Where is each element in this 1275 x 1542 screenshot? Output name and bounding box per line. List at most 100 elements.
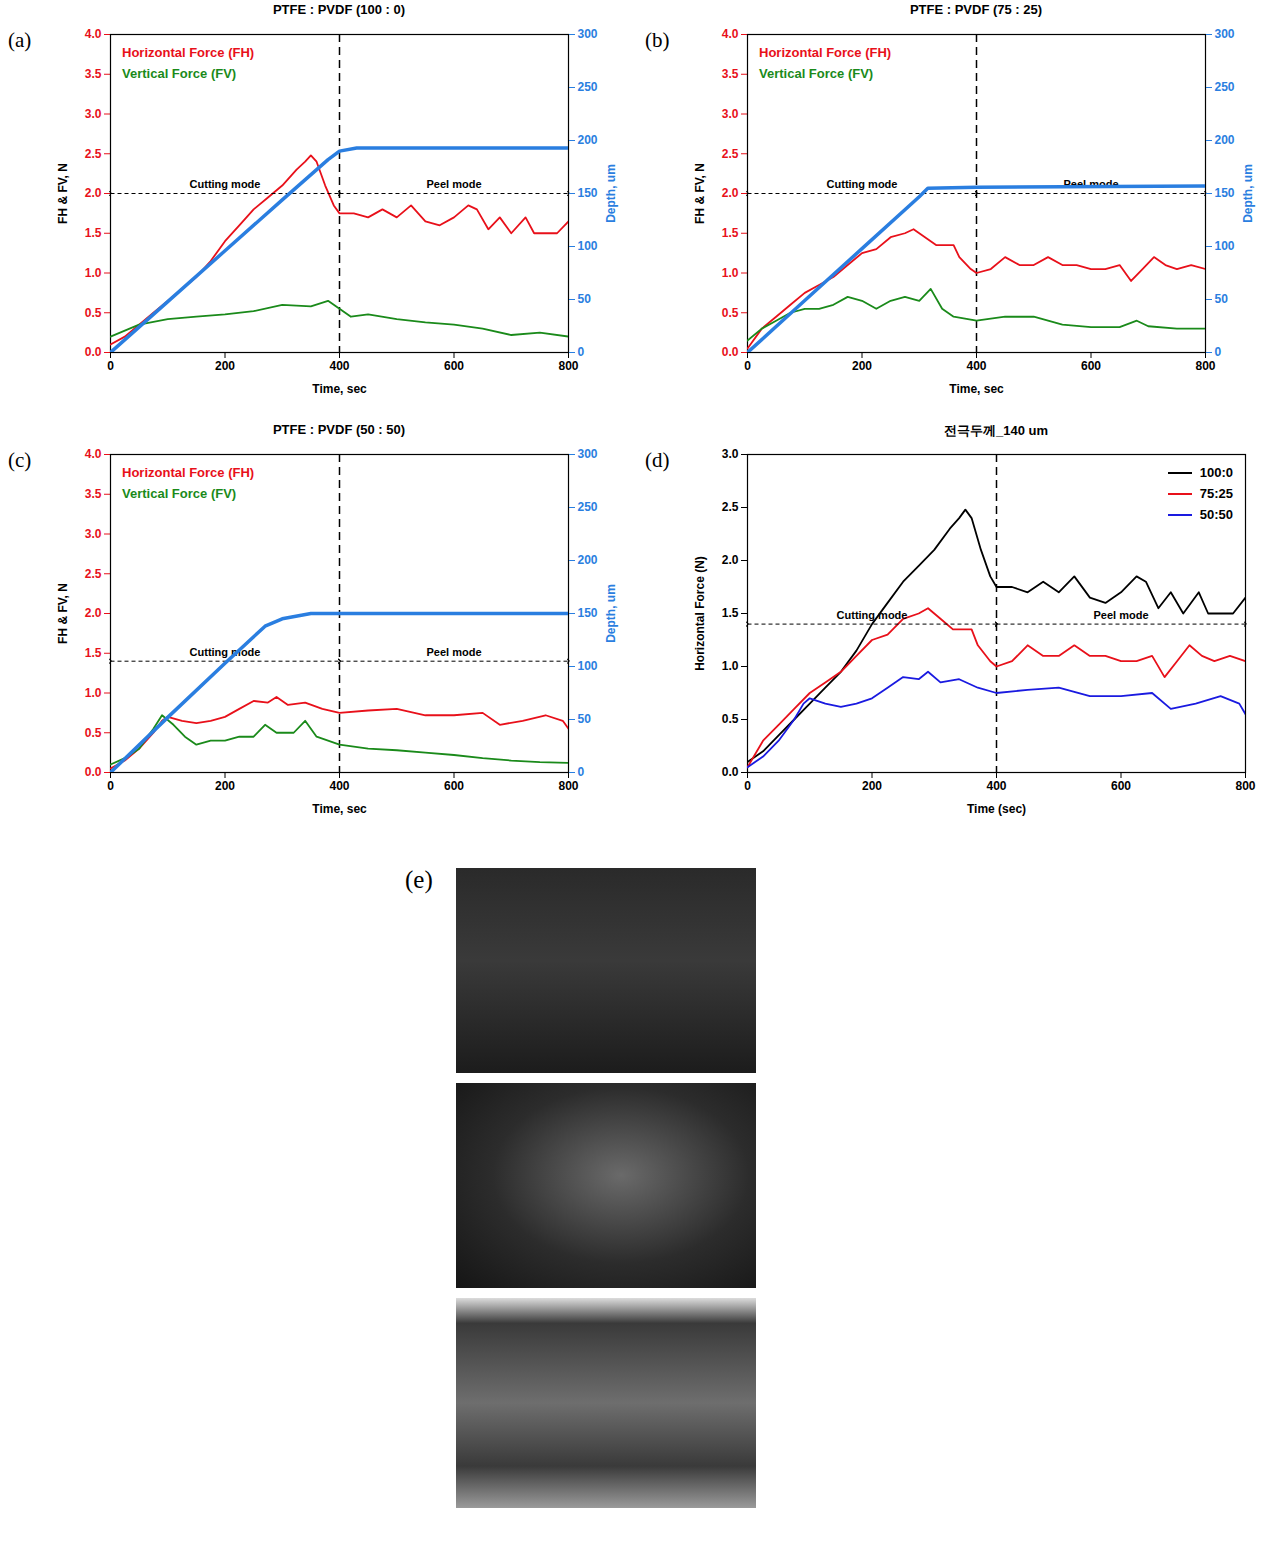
- svg-text:0.5: 0.5: [722, 306, 739, 320]
- svg-text:1.0: 1.0: [722, 266, 739, 280]
- svg-text:Peel mode: Peel mode: [1063, 178, 1118, 190]
- svg-text:0: 0: [107, 779, 114, 793]
- html-text:(b): (b): [645, 28, 670, 52]
- svg-text:0: 0: [744, 779, 751, 793]
- svg-text:2.0: 2.0: [722, 186, 739, 200]
- svg-text:1.5: 1.5: [722, 226, 739, 240]
- svg-text:0.0: 0.0: [85, 345, 102, 359]
- svg-text:800: 800: [1195, 359, 1215, 373]
- svg-text:400: 400: [329, 779, 349, 793]
- html-text:(d): (d): [645, 448, 670, 472]
- svg-text:50: 50: [578, 712, 592, 726]
- svg-text:Cutting mode: Cutting mode: [827, 178, 898, 190]
- svg-text:3.5: 3.5: [722, 67, 739, 81]
- svg-text:100: 100: [1215, 239, 1235, 253]
- svg-text:200: 200: [578, 133, 598, 147]
- svg-text:0.0: 0.0: [722, 345, 739, 359]
- svg-text:250: 250: [1215, 80, 1235, 94]
- svg-text:1.5: 1.5: [85, 646, 102, 660]
- svg-text:Time, sec: Time, sec: [312, 802, 367, 816]
- svg-text:1.5: 1.5: [722, 606, 739, 620]
- svg-text:FH & FV, N: FH & FV, N: [693, 163, 707, 224]
- svg-text:3.0: 3.0: [85, 107, 102, 121]
- svg-text:400: 400: [966, 359, 986, 373]
- svg-text:300: 300: [1215, 27, 1235, 41]
- svg-text:4.0: 4.0: [85, 447, 102, 461]
- svg-text:0.0: 0.0: [85, 765, 102, 779]
- svg-text:400: 400: [329, 359, 349, 373]
- svg-text:800: 800: [558, 359, 578, 373]
- svg-text:2.0: 2.0: [85, 606, 102, 620]
- svg-text:200: 200: [1215, 133, 1235, 147]
- svg-text:250: 250: [578, 500, 598, 514]
- svg-text:1.0: 1.0: [722, 659, 739, 673]
- svg-text:Time, sec: Time, sec: [312, 382, 367, 396]
- svg-text:150: 150: [578, 606, 598, 620]
- svg-text:4.0: 4.0: [722, 27, 739, 41]
- svg-text:3.0: 3.0: [85, 527, 102, 541]
- svg-text:Peel mode: Peel mode: [426, 178, 481, 190]
- svg-text:Peel mode: Peel mode: [1093, 609, 1148, 621]
- svg-text:150: 150: [1215, 186, 1235, 200]
- svg-text:3.0: 3.0: [722, 447, 739, 461]
- svg-text:Peel mode: Peel mode: [426, 646, 481, 658]
- svg-text:0: 0: [107, 359, 114, 373]
- svg-text:0.5: 0.5: [85, 726, 102, 740]
- svg-text:Depth, um: Depth, um: [1241, 164, 1255, 223]
- svg-text:3.0: 3.0: [722, 107, 739, 121]
- svg-text:300: 300: [578, 447, 598, 461]
- svg-text:0: 0: [578, 765, 585, 779]
- svg-text:3.5: 3.5: [85, 67, 102, 81]
- svg-text:600: 600: [444, 359, 464, 373]
- svg-text:1.0: 1.0: [85, 686, 102, 700]
- svg-text:800: 800: [1235, 779, 1255, 793]
- svg-text:1.0: 1.0: [85, 266, 102, 280]
- html-text:(a): (a): [8, 28, 32, 52]
- svg-text:Depth, um: Depth, um: [604, 164, 618, 223]
- svg-text:100: 100: [578, 659, 598, 673]
- svg-text:300: 300: [578, 27, 598, 41]
- svg-text:0: 0: [578, 345, 585, 359]
- svg-text:0: 0: [1215, 345, 1222, 359]
- svg-text:0: 0: [744, 359, 751, 373]
- svg-text:600: 600: [1081, 359, 1101, 373]
- svg-text:Cutting mode: Cutting mode: [837, 609, 908, 621]
- svg-text:200: 200: [852, 359, 872, 373]
- svg-text:250: 250: [578, 80, 598, 94]
- svg-text:2.5: 2.5: [722, 147, 739, 161]
- svg-text:50: 50: [1215, 292, 1229, 306]
- svg-text:FH & FV, N: FH & FV, N: [56, 583, 70, 644]
- svg-text:600: 600: [1111, 779, 1131, 793]
- svg-text:Depth, um: Depth, um: [604, 584, 618, 643]
- html-text:(c): (c): [8, 448, 32, 472]
- svg-text:1.5: 1.5: [85, 226, 102, 240]
- svg-text:2.5: 2.5: [85, 147, 102, 161]
- svg-text:50: 50: [578, 292, 592, 306]
- svg-text:Cutting mode: Cutting mode: [190, 646, 261, 658]
- svg-text:Time (sec): Time (sec): [967, 802, 1026, 816]
- svg-text:2.5: 2.5: [85, 567, 102, 581]
- svg-text:100: 100: [578, 239, 598, 253]
- svg-text:0.5: 0.5: [85, 306, 102, 320]
- svg-text:200: 200: [215, 359, 235, 373]
- html-text:(e): (e): [405, 866, 433, 893]
- svg-text:200: 200: [862, 779, 882, 793]
- svg-text:2.0: 2.0: [722, 553, 739, 567]
- svg-text:400: 400: [986, 779, 1006, 793]
- svg-text:4.0: 4.0: [85, 27, 102, 41]
- svg-text:Cutting mode: Cutting mode: [190, 178, 261, 190]
- svg-text:200: 200: [578, 553, 598, 567]
- svg-text:Horizontal Force (N): Horizontal Force (N): [693, 556, 707, 671]
- svg-text:FH & FV, N: FH & FV, N: [56, 163, 70, 224]
- html-text:PTFE : PVDF (100 : 0): PTFE : PVDF (100 : 0): [272, 2, 406, 17]
- svg-text:2.0: 2.0: [85, 186, 102, 200]
- svg-text:0.5: 0.5: [722, 712, 739, 726]
- svg-text:Time, sec: Time, sec: [949, 382, 1004, 396]
- svg-text:200: 200: [215, 779, 235, 793]
- svg-text:150: 150: [578, 186, 598, 200]
- svg-text:2.5: 2.5: [722, 500, 739, 514]
- svg-text:600: 600: [444, 779, 464, 793]
- svg-text:800: 800: [558, 779, 578, 793]
- svg-text:0.0: 0.0: [722, 765, 739, 779]
- svg-text:3.5: 3.5: [85, 487, 102, 501]
